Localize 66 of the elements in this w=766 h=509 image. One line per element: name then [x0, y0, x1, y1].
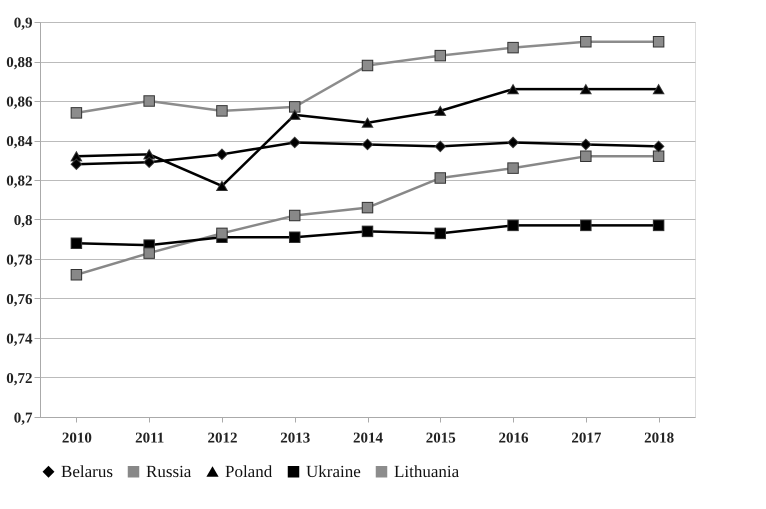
point: [216, 228, 228, 240]
point: [580, 220, 592, 232]
point: [580, 150, 592, 162]
x-tick-label: 2016: [498, 430, 530, 446]
x-tick-label: 2017: [571, 430, 602, 446]
y-tick-label: 0,7: [14, 410, 33, 426]
point: [288, 101, 300, 113]
point: [652, 150, 664, 162]
point: [434, 50, 446, 62]
point: [507, 42, 519, 54]
point: [143, 156, 155, 168]
x-tick-label: 2012: [207, 430, 238, 446]
point: [580, 36, 592, 48]
y-tick-label: 0,84: [6, 134, 33, 150]
point: [362, 138, 374, 150]
x-tick-label: 2010: [62, 430, 92, 446]
point: [434, 140, 446, 152]
legend-label: Ukraine: [306, 462, 361, 481]
point: [216, 148, 228, 160]
point: [70, 158, 82, 170]
point: [362, 202, 374, 214]
point: [70, 237, 82, 249]
y-tick-label: 0,88: [6, 55, 32, 71]
x-tick-label: 2011: [135, 430, 164, 446]
point: [580, 138, 592, 150]
y-tick-label: 0,8: [14, 213, 32, 229]
y-tick-label: 0,9: [14, 16, 32, 32]
y-tick-label: 0,72: [6, 371, 32, 387]
x-tick-label: 2014: [353, 430, 384, 446]
point: [507, 84, 519, 94]
y-tick-label: 0,76: [6, 292, 33, 308]
point: [434, 172, 446, 184]
point: [70, 107, 82, 119]
point: [216, 180, 228, 191]
legend-label: Lithuania: [394, 462, 460, 481]
point: [288, 210, 300, 222]
legend-label: Belarus: [61, 462, 113, 481]
point: [362, 118, 374, 128]
point: [580, 84, 592, 94]
point: [362, 60, 374, 72]
y-tick-label: 0,86: [6, 94, 33, 110]
point: [288, 232, 300, 244]
point: [652, 36, 664, 48]
point: [143, 95, 155, 107]
point: [434, 106, 446, 116]
y-tick-label: 0,78: [6, 252, 32, 268]
point: [652, 140, 664, 152]
legend-label: Russia: [146, 462, 192, 481]
point: [70, 269, 82, 281]
point: [507, 136, 519, 148]
point: [288, 110, 300, 120]
point: [507, 220, 519, 232]
point: [216, 105, 228, 117]
point: [434, 228, 446, 240]
y-tick-label: 0,74: [6, 332, 33, 348]
point: [507, 162, 519, 174]
x-tick-label: 2018: [644, 430, 674, 446]
x-tick-label: 2015: [426, 430, 456, 446]
point: [288, 136, 300, 148]
point: [652, 220, 664, 232]
x-tick-label: 2013: [280, 430, 310, 446]
point: [143, 247, 155, 259]
legend-label: Poland: [225, 462, 273, 481]
y-tick-label: 0,82: [6, 174, 32, 190]
point: [362, 226, 374, 238]
point: [652, 84, 664, 94]
